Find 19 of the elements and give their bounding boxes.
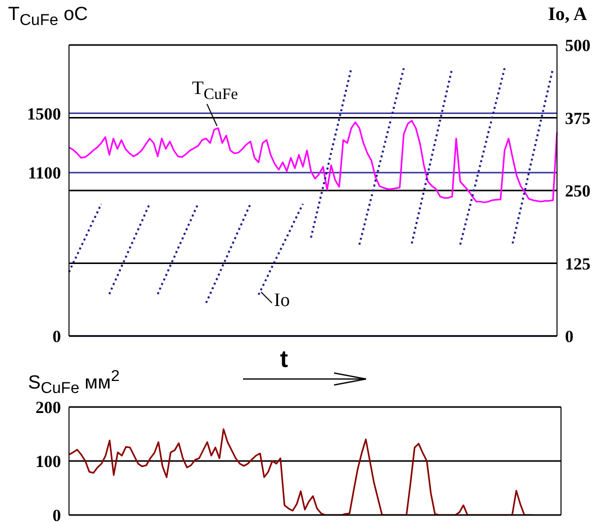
y-tick-label: 1500 <box>27 104 61 124</box>
y2-tick-label: 0 <box>565 327 574 346</box>
y-axis-title: T$_{CuFe}$ oC <box>8 4 88 30</box>
y-tick-label: 0 <box>52 327 61 346</box>
y-tick-label: 100 <box>36 452 61 472</box>
y2-tick-label: 125 <box>565 254 590 274</box>
y-tick-label: 0 <box>52 506 61 523</box>
y2-tick-label: 375 <box>565 108 590 128</box>
line-series <box>68 120 558 204</box>
y2-tick-label: 500 <box>565 36 590 56</box>
y2-axis-title: Io, A <box>548 4 588 26</box>
series-label: T$_{CuFe}$ <box>192 78 238 104</box>
series-label: Io <box>274 290 290 312</box>
y-tick-label: 1100 <box>28 164 61 183</box>
y-tick-label: 200 <box>36 398 61 418</box>
line-series <box>68 428 534 515</box>
text: t <box>280 346 288 374</box>
y-axis-title: S$_{CuFe}$ мм$^{2}$ <box>28 368 120 398</box>
y2-tick-label: 250 <box>565 182 590 201</box>
